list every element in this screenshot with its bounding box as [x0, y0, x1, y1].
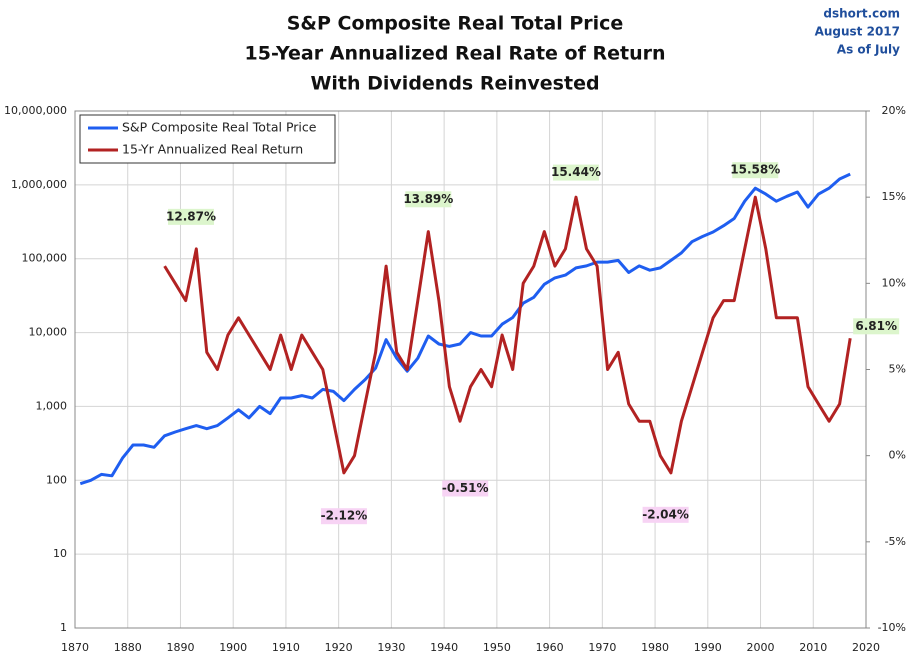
annotation: -2.04%	[642, 507, 689, 521]
annotation-bg	[853, 318, 900, 335]
x-tick-label: 1960	[536, 641, 564, 654]
annotation: 15.58%	[730, 163, 780, 177]
x-tick-label: 1910	[272, 641, 300, 654]
annotation-bg	[552, 164, 599, 181]
x-tick-label: 1920	[325, 641, 353, 654]
annotation-bg	[168, 208, 215, 225]
x-tick-label: 1900	[219, 641, 247, 654]
x-tick-label: 1950	[483, 641, 511, 654]
y2-tick-label: 10%	[882, 276, 906, 289]
data-line	[163, 195, 852, 475]
y2-tick-label: -5%	[885, 535, 906, 548]
y2-tick-label: 5%	[889, 363, 906, 376]
y-tick-label: 10,000,000	[4, 104, 67, 117]
x-tick-label: 1930	[377, 641, 405, 654]
chart-title: With Dividends Reinvested	[310, 73, 599, 95]
x-tick-label: 1940	[430, 641, 458, 654]
annotation: 12.87%	[166, 209, 216, 223]
x-tick-label: 1890	[166, 641, 194, 654]
legend: S&P Composite Real Total Price 15-Yr Annu…	[79, 114, 336, 164]
annotation: 6.81%	[855, 319, 897, 333]
plot-area	[74, 110, 867, 629]
x-tick-label: 2010	[799, 641, 827, 654]
x-tick-label: 2020	[852, 641, 880, 654]
annotation: 13.89%	[403, 192, 453, 206]
x-tick-label: 2000	[747, 641, 775, 654]
y-tick-label: 1	[60, 621, 67, 634]
x-tick-label: 1990	[694, 641, 722, 654]
y2-tick-label: 15%	[882, 190, 906, 203]
annotation-bg	[405, 191, 452, 208]
annotation: 15.44%	[551, 165, 601, 179]
legend-box	[79, 114, 336, 164]
annotation-bg	[642, 506, 689, 523]
y-tick-label: 100	[46, 473, 67, 486]
y2-tick-label: 20%	[882, 104, 906, 117]
x-tick-label: 1870	[61, 641, 89, 654]
y2-tick-label: -10%	[878, 621, 906, 634]
legend-label: S&P Composite Real Total Price	[122, 120, 317, 135]
source-note: As of July	[837, 43, 900, 57]
annotation: -0.51%	[442, 481, 489, 495]
y-tick-label: 10,000	[29, 326, 68, 339]
y2-tick-label: 0%	[889, 449, 906, 462]
x-tick-label: 1880	[114, 641, 142, 654]
y-tick-label: 1,000	[36, 399, 68, 412]
source-note: August 2017	[815, 25, 900, 39]
annotation-bg	[732, 162, 779, 179]
x-tick-label: 1980	[641, 641, 669, 654]
annotation-bg	[442, 480, 489, 497]
annotation: -2.12%	[321, 509, 368, 523]
chart-title: 15-Year Annualized Real Rate of Return	[245, 43, 666, 65]
y-tick-label: 1,000,000	[11, 178, 67, 191]
legend-label: 15-Yr Annualized Real Return	[122, 142, 303, 157]
annotation-bg	[320, 508, 367, 525]
chart-title: S&P Composite Real Total Price	[287, 13, 624, 35]
data-line	[79, 172, 851, 486]
y-tick-label: 10	[53, 547, 67, 560]
x-tick-label: 1970	[588, 641, 616, 654]
y-tick-label: 100,000	[22, 252, 68, 265]
source-note: dshort.com	[823, 7, 900, 21]
